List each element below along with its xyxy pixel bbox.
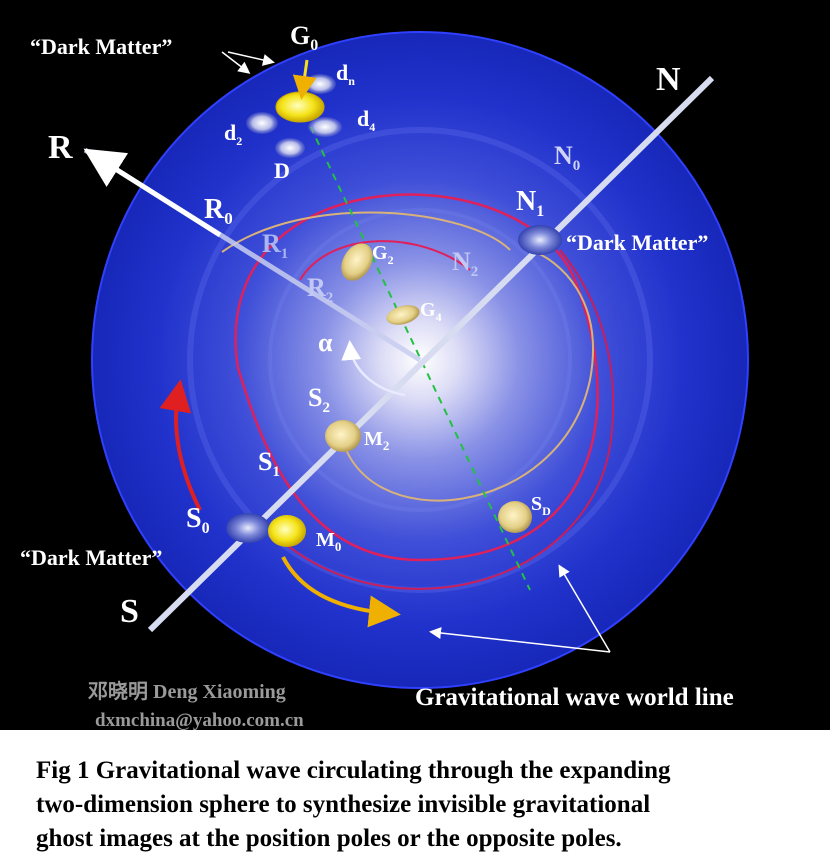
sphere-diagram: “Dark Matter” “Dark Matter” “Dark Matter… <box>20 21 749 731</box>
dark-matter-s0 <box>226 513 270 543</box>
g0-ellipse <box>275 91 325 123</box>
gold-curved-arrow <box>281 556 401 628</box>
label-r2: R2 <box>307 273 333 306</box>
label-d4: d4 <box>357 106 375 134</box>
axis-r-outer <box>83 148 222 238</box>
pointer-world-line-1 <box>429 627 611 653</box>
caption-line-3: ghost images at the position poles or th… <box>36 825 622 852</box>
label-d2: d2 <box>224 120 242 148</box>
red-orbit <box>234 193 599 562</box>
label-sd: SD <box>531 493 551 518</box>
pointer-dm-top-1 <box>221 51 251 74</box>
label-s0: S0 <box>186 503 210 537</box>
label-s2: S2 <box>308 383 330 416</box>
label-d-capital: D <box>274 158 290 183</box>
green-dashed-line <box>304 114 531 591</box>
caption-line-1: Fig 1 Gravitational wave circulating thr… <box>36 757 671 784</box>
g2-ellipse <box>341 243 373 281</box>
label-axis-r: R <box>48 129 73 166</box>
label-dn: dn <box>336 60 355 88</box>
red-orbit-inner <box>299 240 471 281</box>
pointer-world-line-2 <box>558 564 611 653</box>
red-orbit-2 <box>269 249 615 590</box>
g4-ellipse <box>386 305 420 325</box>
label-alpha: α <box>318 328 333 357</box>
inner-sphere-ring <box>268 208 572 512</box>
blob-d4 <box>308 117 342 137</box>
label-g4: G4 <box>420 299 442 324</box>
label-m0: M0 <box>316 529 341 554</box>
pointer-dm-top-2 <box>227 51 275 66</box>
label-dark-matter-left: “Dark Matter” <box>20 545 162 570</box>
alpha-arc <box>341 340 406 397</box>
label-n1: N1 <box>516 186 544 220</box>
blob-dn <box>304 74 336 94</box>
label-axis-s: S <box>120 593 139 630</box>
caption-line-2: two-dimension sphere to synthesize invis… <box>36 791 651 818</box>
label-m2: M2 <box>364 428 389 453</box>
label-r0: R0 <box>204 194 233 228</box>
credit-email: dxmchina@yahoo.com.cn <box>95 710 304 730</box>
label-axis-n: N <box>656 61 681 98</box>
blob-d2 <box>246 112 278 134</box>
red-curved-arrow <box>159 379 202 511</box>
m0-ellipse <box>268 515 306 547</box>
diagram-canvas: “Dark Matter” “Dark Matter” “Dark Matter… <box>0 0 830 731</box>
label-s1: S1 <box>258 447 280 480</box>
sd-ellipse <box>498 501 532 533</box>
label-dark-matter-top: “Dark Matter” <box>30 34 172 59</box>
figure-caption: Fig 1 Gravitational wave circulating thr… <box>0 730 830 867</box>
label-world-line: Gravitational wave world line <box>415 684 734 711</box>
blob-d <box>275 138 305 158</box>
label-g0: G0 <box>290 21 318 54</box>
label-g2: G2 <box>372 242 394 267</box>
credit-author: 邓晓明 Deng Xiaoming <box>88 680 286 703</box>
label-n2: N2 <box>452 247 478 280</box>
label-n0: N0 <box>554 141 580 174</box>
tan-orbit <box>221 211 594 502</box>
label-r1: R1 <box>262 229 288 262</box>
label-dark-matter-right: “Dark Matter” <box>566 230 708 255</box>
g0-arrow <box>292 59 317 100</box>
dark-matter-n1 <box>518 225 562 255</box>
m2-ellipse <box>325 420 361 452</box>
